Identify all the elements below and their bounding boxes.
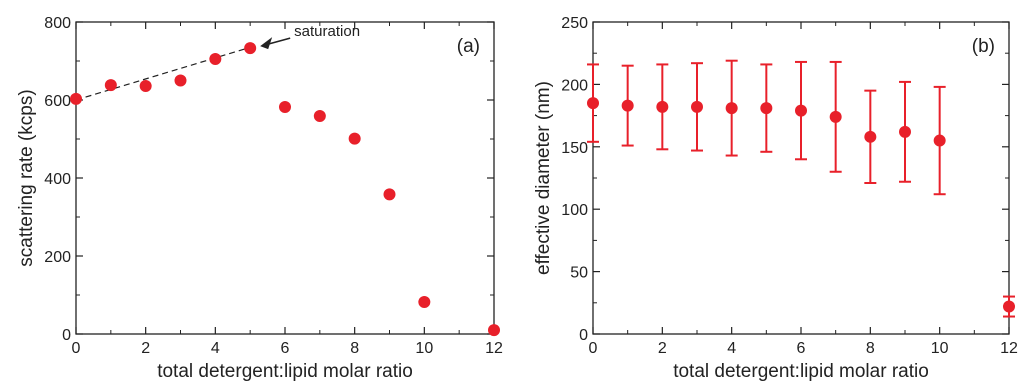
data-point xyxy=(933,134,946,147)
x-tick-label: 8 xyxy=(866,340,875,357)
y-tick-label: 0 xyxy=(579,327,588,344)
x-tick-label: 6 xyxy=(281,340,290,357)
data-point xyxy=(864,130,877,143)
x-tick-label: 12 xyxy=(485,340,503,357)
y-tick-label: 200 xyxy=(44,249,71,266)
x-tick-label: 6 xyxy=(797,340,806,357)
x-tick-label: 0 xyxy=(589,340,598,357)
x-tick-label: 10 xyxy=(415,340,433,357)
annotation-arrowhead xyxy=(260,37,273,50)
data-point xyxy=(656,100,669,113)
data-point xyxy=(244,42,257,55)
y-axis-label: effective diameter (nm) xyxy=(533,81,554,275)
data-point xyxy=(139,79,152,92)
panel-b-effective-diameter: 0 2 4 6 8 10 12 0 50 100 150 200 250 total detergent:… xyxy=(533,15,1018,381)
data-point xyxy=(621,99,634,112)
annotation-arrow-line xyxy=(267,37,291,45)
data-point xyxy=(488,324,500,337)
panel-a-scattering-rate: 0 2 4 6 8 10 12 0 200 400 600 800 total detergent:li… xyxy=(16,15,503,381)
x-tick-label: 10 xyxy=(931,340,949,357)
data-point xyxy=(313,109,326,122)
plot-frame xyxy=(75,21,495,335)
x-tick-label: 4 xyxy=(211,340,220,357)
x-axis-label: total detergent:lipid molar ratio xyxy=(673,361,929,381)
y-tick-label: 600 xyxy=(44,93,71,110)
annotation-label: saturation xyxy=(294,23,360,40)
data-point xyxy=(209,53,222,66)
data-point xyxy=(104,79,117,92)
x-axis-label: total detergent:lipid molar ratio xyxy=(157,361,413,381)
dashed-fit-line xyxy=(75,46,251,101)
y-axis-label: scattering rate (kcps) xyxy=(16,89,37,266)
data-point xyxy=(348,132,361,145)
x-tick-label: 2 xyxy=(658,340,667,357)
y-tick-label: 250 xyxy=(561,15,588,32)
y-tick-label: 200 xyxy=(561,77,588,94)
data-point xyxy=(899,125,911,138)
panel-label: (a) xyxy=(457,36,480,57)
x-tick-label: 0 xyxy=(72,340,81,357)
data-point xyxy=(70,92,82,105)
data-point xyxy=(691,100,703,113)
x-tick-label: 4 xyxy=(727,340,736,357)
y-tick-label: 150 xyxy=(561,140,588,157)
x-tick-label: 12 xyxy=(1000,340,1018,357)
data-point xyxy=(1003,300,1015,313)
panel-label: (b) xyxy=(972,36,995,57)
data-point xyxy=(795,104,807,117)
data-point xyxy=(174,74,187,87)
data-point xyxy=(279,101,291,114)
x-tick-label: 8 xyxy=(350,340,359,357)
data-point xyxy=(725,102,738,115)
data-point xyxy=(760,102,773,115)
y-tick-label: 100 xyxy=(561,202,588,219)
data-point xyxy=(587,97,599,110)
x-tick-label: 2 xyxy=(141,340,150,357)
y-tick-label: 800 xyxy=(44,15,71,32)
data-point xyxy=(383,188,396,201)
y-tick-label: 400 xyxy=(44,171,71,188)
data-point xyxy=(418,296,431,309)
y-tick-label: 0 xyxy=(62,327,71,344)
data-point xyxy=(829,110,842,123)
y-tick-label: 50 xyxy=(570,265,588,282)
